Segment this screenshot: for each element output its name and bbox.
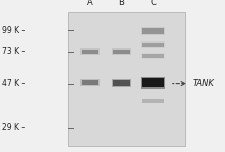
Bar: [141, 53, 165, 59]
Bar: [141, 41, 165, 48]
Bar: [112, 79, 131, 87]
Bar: [113, 50, 130, 54]
Bar: [141, 77, 165, 89]
Text: C: C: [150, 0, 156, 7]
Text: 47 K –: 47 K –: [2, 79, 26, 88]
Bar: [81, 48, 99, 55]
Bar: [82, 50, 99, 54]
Bar: [142, 43, 164, 47]
Bar: [142, 78, 164, 87]
Bar: [112, 48, 131, 55]
Text: B: B: [119, 0, 124, 7]
Bar: [81, 79, 99, 86]
Text: 99 K –: 99 K –: [2, 26, 26, 35]
Bar: [113, 80, 130, 86]
Text: 29 K –: 29 K –: [2, 123, 25, 132]
Bar: [141, 27, 165, 35]
Bar: [82, 80, 99, 85]
Bar: [142, 28, 164, 34]
Text: A: A: [87, 0, 93, 7]
Text: 73 K –: 73 K –: [2, 47, 26, 56]
Bar: [142, 54, 164, 58]
Bar: [142, 99, 164, 103]
Bar: [141, 98, 165, 104]
Text: TANK: TANK: [192, 79, 214, 88]
Bar: [68, 12, 184, 146]
